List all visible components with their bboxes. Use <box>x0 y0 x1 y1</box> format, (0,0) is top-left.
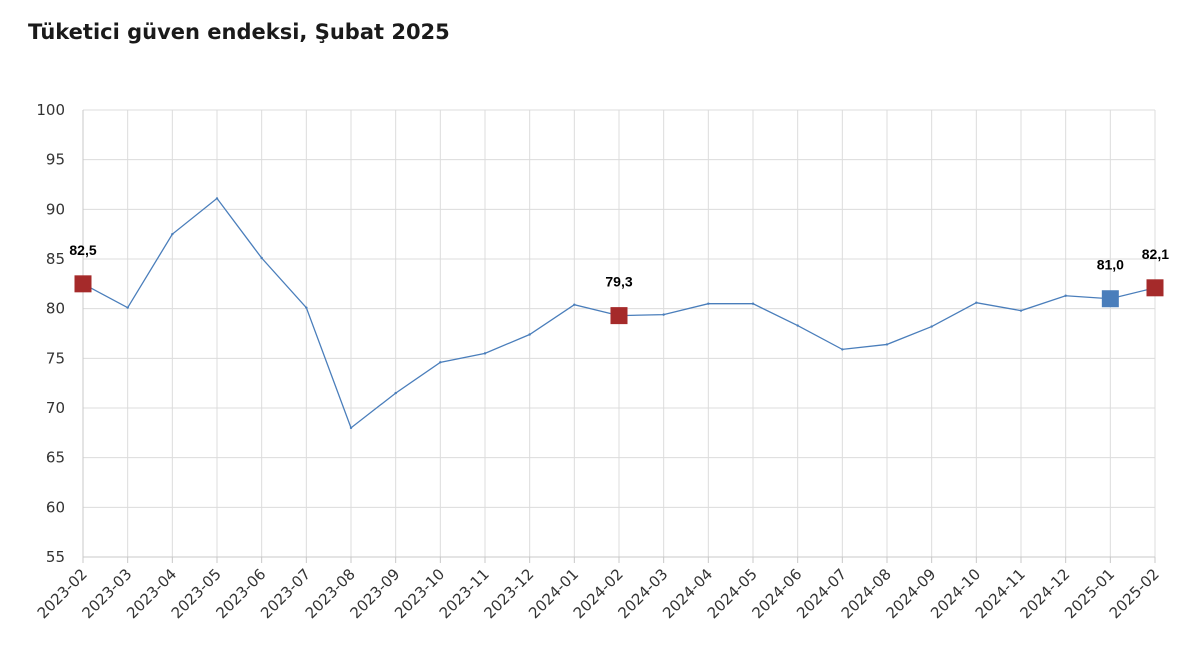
highlight-marker <box>74 275 92 293</box>
y-tick-label: 55 <box>46 548 65 566</box>
data-point <box>662 313 665 316</box>
data-point <box>171 232 174 236</box>
data-point <box>528 333 531 336</box>
data-point <box>1019 309 1023 312</box>
y-tick-label: 70 <box>46 399 65 417</box>
data-point <box>796 324 799 327</box>
data-label: 81,0 <box>1097 257 1124 273</box>
y-tick-label: 60 <box>46 498 65 516</box>
data-label: 82,1 <box>1142 246 1169 262</box>
data-point <box>349 426 353 430</box>
data-point <box>930 325 933 328</box>
data-point <box>1064 294 1067 297</box>
y-tick-label: 100 <box>36 101 65 119</box>
data-point <box>126 306 129 309</box>
data-point <box>707 302 710 305</box>
data-point <box>885 343 889 346</box>
data-point <box>751 302 755 305</box>
y-axis: 55 60 65 70 75 80 85 90 95 100 <box>36 101 84 566</box>
data-point <box>260 256 263 260</box>
y-tick-label: 90 <box>46 200 65 218</box>
x-tick-label: 2025-02 <box>1106 565 1163 622</box>
data-point <box>573 303 576 306</box>
x-axis: 2023-022023-032023-042023-052023-062023-… <box>34 556 1163 622</box>
highlight-markers: 82,5 79,3 81,0 82,1 <box>69 242 1169 325</box>
highlight-marker <box>610 307 628 325</box>
data-point <box>215 197 219 200</box>
grid <box>82 109 1156 558</box>
data-point <box>483 352 487 355</box>
data-point <box>975 301 978 304</box>
data-point <box>394 391 397 395</box>
y-tick-label: 95 <box>46 151 65 169</box>
data-label: 79,3 <box>605 274 632 290</box>
chart-title: Tüketici güven endeksi, Şubat 2025 <box>28 20 450 44</box>
y-tick-label: 80 <box>46 300 65 318</box>
data-label: 82,5 <box>69 242 96 258</box>
data-point <box>841 348 844 351</box>
highlight-marker <box>1146 279 1164 297</box>
y-tick-label: 85 <box>46 250 65 268</box>
y-tick-label: 75 <box>46 349 65 367</box>
y-tick-label: 65 <box>46 449 65 467</box>
data-point <box>439 361 442 364</box>
highlight-marker <box>1101 290 1119 308</box>
data-point <box>305 306 308 309</box>
